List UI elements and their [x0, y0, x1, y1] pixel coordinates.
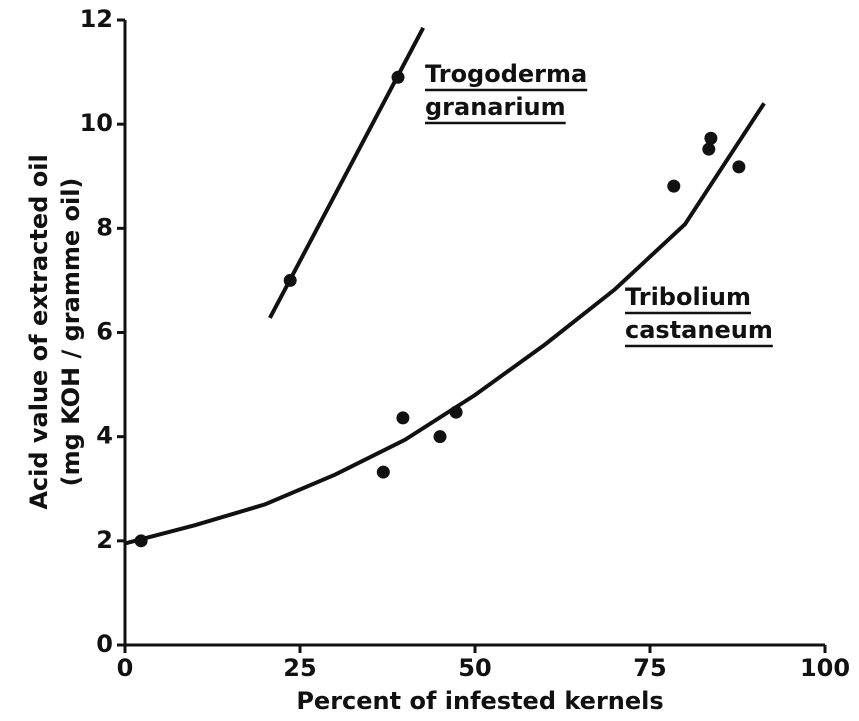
- data-point: [704, 131, 718, 145]
- data-point: [134, 534, 148, 548]
- fit-line: [124, 102, 766, 546]
- series-label: Trogoderma: [425, 60, 587, 88]
- data-point: [667, 179, 681, 193]
- data-point: [433, 430, 447, 444]
- x-tick-label: 25: [283, 654, 316, 682]
- data-point: [391, 70, 405, 84]
- y-axis-label: (mg KOH / gramme oil): [57, 178, 85, 487]
- y-tick-label: 6: [96, 318, 113, 346]
- data-point: [283, 273, 297, 287]
- y-tick-label: 10: [80, 109, 113, 137]
- x-tick-label: 50: [458, 654, 491, 682]
- x-axis-label: Percent of infested kernels: [296, 687, 663, 715]
- y-tick-label: 8: [96, 213, 113, 241]
- x-tick-label: 0: [117, 654, 134, 682]
- data-point: [376, 465, 390, 479]
- data-point: [702, 142, 716, 156]
- y-tick-label: 4: [96, 422, 113, 450]
- y-tick-label: 0: [96, 630, 113, 658]
- x-tick-label: 75: [633, 654, 666, 682]
- series-label: granarium: [425, 93, 566, 121]
- y-tick-label: 12: [80, 5, 113, 33]
- data-point: [449, 405, 463, 419]
- y-axis-label: Acid value of extracted oil: [25, 154, 53, 509]
- data-point: [732, 160, 746, 174]
- series-label: Tribolium: [625, 283, 751, 311]
- series-label: castaneum: [625, 316, 773, 344]
- data-point: [396, 411, 410, 425]
- y-tick-label: 2: [96, 526, 113, 554]
- x-tick-label: 100: [800, 654, 850, 682]
